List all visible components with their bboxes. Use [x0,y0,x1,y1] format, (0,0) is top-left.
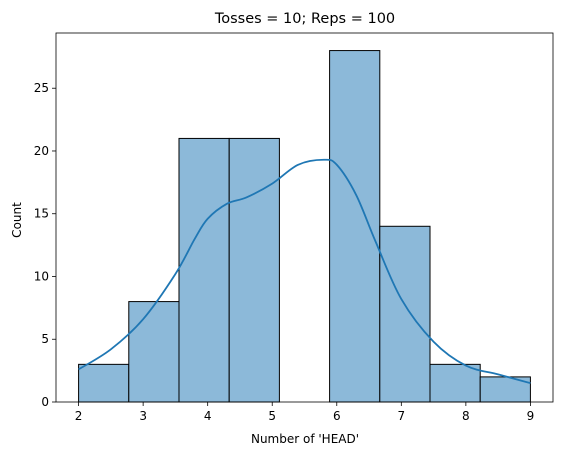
y-tick-label: 20 [34,144,49,158]
x-tick-label: 5 [268,409,276,423]
histogram-bar-2 [178,137,230,403]
histogram-bar-6 [379,225,431,403]
histogram-bar-0 [78,363,130,403]
histogram-bar-5 [329,50,381,403]
y-axis-label: Count [10,202,24,238]
y-tick-label: 15 [34,207,49,221]
x-tick-label: 8 [462,409,470,423]
y-axis: 0 5 10 15 20 25 [34,81,56,409]
x-tick-label: 2 [75,409,83,423]
histogram-bar-3 [228,137,280,403]
x-axis-label: Number of 'HEAD' [251,432,359,446]
kde-curve [78,158,531,385]
x-tick-label: 9 [527,409,535,423]
histogram-bar-1 [128,301,180,403]
plot-area-frame [55,32,554,403]
x-tick-label: 4 [204,409,212,423]
x-tick-label: 3 [139,409,147,423]
x-tick-label: 6 [333,409,341,423]
chart-title: Tosses = 10; Reps = 100 [214,11,395,27]
y-tick-label: 0 [41,395,49,409]
x-tick-label: 7 [397,409,405,423]
histogram-bar-7 [429,363,481,403]
y-tick-label: 25 [34,81,49,95]
y-tick-label: 5 [41,332,49,346]
y-tick-label: 10 [34,269,49,283]
bars-group [78,50,531,403]
x-axis: 2 3 4 5 6 7 8 9 [75,402,534,423]
